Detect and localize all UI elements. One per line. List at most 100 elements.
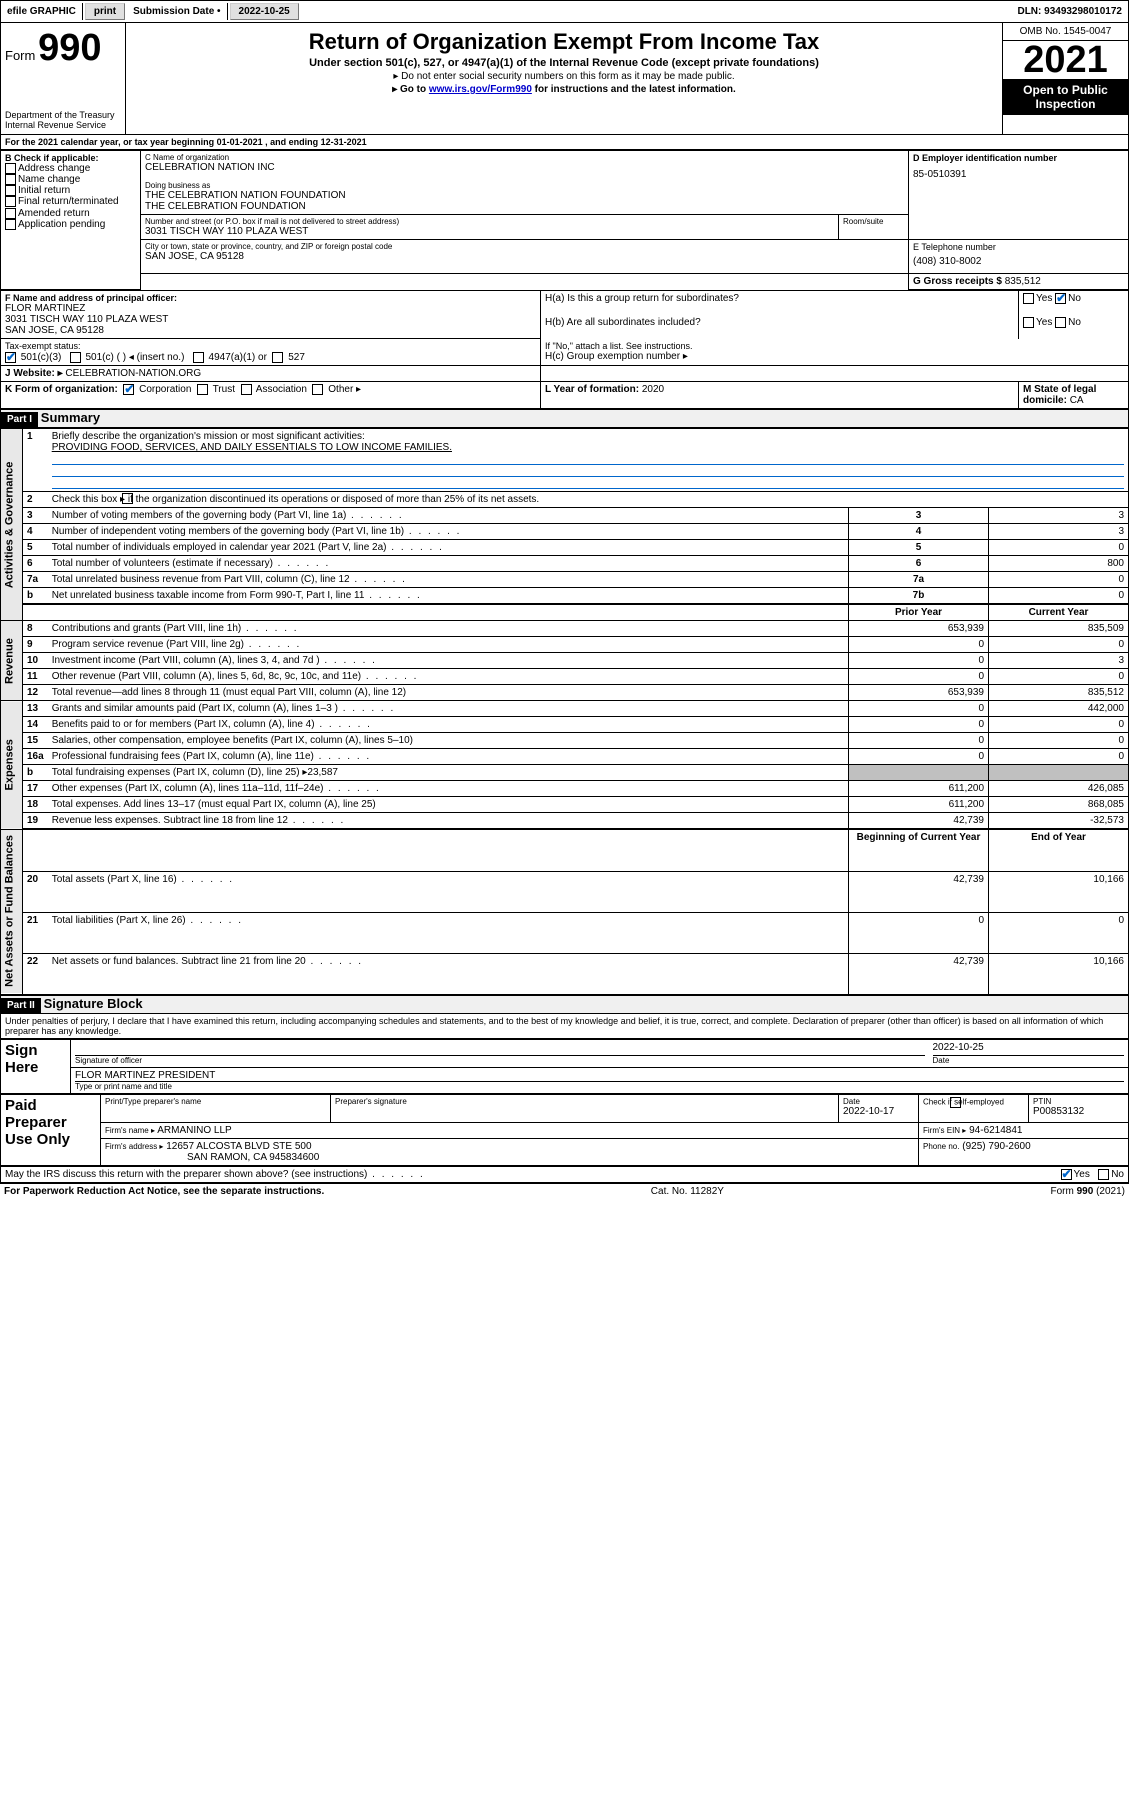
info-table-2: F Name and address of principal officer:… bbox=[0, 290, 1129, 409]
form-sub1: Under section 501(c), 527, or 4947(a)(1)… bbox=[132, 57, 996, 69]
cb-app-pending[interactable] bbox=[5, 219, 16, 230]
officer-city: SAN JOSE, CA 95128 bbox=[5, 325, 536, 336]
cb-name-change[interactable] bbox=[5, 174, 16, 185]
cb-initial[interactable] bbox=[5, 185, 16, 196]
box-c-name-label: C Name of organization bbox=[145, 153, 904, 162]
cb-addr-change[interactable] bbox=[5, 163, 16, 174]
dba2: THE CELEBRATION FOUNDATION bbox=[145, 201, 904, 212]
part2-label: Part II bbox=[1, 998, 41, 1013]
ein: 85-0510391 bbox=[913, 163, 1124, 186]
sig-officer-label: Signature of officer bbox=[75, 1056, 925, 1065]
open-public: Open to Public Inspection bbox=[1003, 79, 1128, 115]
officer-addr: 3031 TISCH WAY 110 PLAZA WEST bbox=[5, 314, 536, 325]
city-label: City or town, state or province, country… bbox=[145, 242, 904, 251]
box-f-label: F Name and address of principal officer: bbox=[5, 293, 536, 303]
cb-ha-no[interactable] bbox=[1055, 293, 1066, 304]
subdate-button[interactable]: 2022-10-25 bbox=[230, 3, 299, 20]
org-name: CELEBRATION NATION INC bbox=[145, 162, 904, 173]
city: SAN JOSE, CA 95128 bbox=[145, 251, 904, 262]
sig-decl: Under penalties of perjury, I declare th… bbox=[0, 1014, 1129, 1039]
cb-assoc[interactable] bbox=[241, 384, 252, 395]
cb-4947[interactable] bbox=[193, 352, 204, 363]
cat-no: Cat. No. 11282Y bbox=[651, 1186, 724, 1197]
part1-label: Part I bbox=[1, 412, 38, 427]
form-number: 990 bbox=[38, 27, 101, 69]
paid-preparer-table: Paid Preparer Use Only Print/Type prepar… bbox=[0, 1094, 1129, 1166]
cb-amended[interactable] bbox=[5, 208, 16, 219]
addr-label: Number and street (or P.O. box if mail i… bbox=[145, 217, 834, 226]
sign-here: Sign Here bbox=[1, 1039, 71, 1093]
cb-trust[interactable] bbox=[197, 384, 208, 395]
cb-501c[interactable] bbox=[70, 352, 81, 363]
hc-label: H(c) Group exemption number ▸ bbox=[545, 351, 1124, 362]
box-e-label: E Telephone number bbox=[913, 242, 1124, 252]
officer-name: FLOR MARTINEZ bbox=[5, 303, 536, 314]
dept-label: Department of the Treasury bbox=[5, 110, 121, 120]
box-g-label: G Gross receipts $ bbox=[913, 276, 1002, 287]
hb-note: If "No," attach a list. See instructions… bbox=[545, 341, 1124, 351]
cb-hb-no[interactable] bbox=[1055, 317, 1066, 328]
side-ag: Activities & Governance bbox=[1, 429, 23, 621]
cb-discuss-yes[interactable] bbox=[1061, 1169, 1072, 1180]
paperwork: For Paperwork Reduction Act Notice, see … bbox=[4, 1186, 324, 1197]
cb-self-emp[interactable] bbox=[950, 1097, 961, 1108]
room-label: Room/suite bbox=[843, 217, 904, 226]
q1: Briefly describe the organization's miss… bbox=[52, 431, 365, 442]
side-exp: Expenses bbox=[1, 701, 23, 830]
box-d-label: D Employer identification number bbox=[913, 153, 1124, 163]
irs-link[interactable]: www.irs.gov/Form990 bbox=[429, 84, 532, 95]
date-label: Date bbox=[933, 1056, 1125, 1065]
year-formation: 2020 bbox=[642, 384, 664, 395]
part1-title: Summary bbox=[41, 410, 100, 425]
dba-label: Doing business as bbox=[145, 181, 904, 190]
ha-label: H(a) Is this a group return for subordin… bbox=[545, 293, 739, 304]
cb-527[interactable] bbox=[272, 352, 283, 363]
hb-label: H(b) Are all subordinates included? bbox=[545, 317, 701, 328]
sig-date: 2022-10-25 bbox=[933, 1042, 1125, 1056]
form-footer: Form 990 (2021) bbox=[1051, 1186, 1125, 1197]
cb-corp[interactable] bbox=[123, 384, 134, 395]
paid-preparer: Paid Preparer Use Only bbox=[1, 1094, 101, 1165]
cb-ha-yes[interactable] bbox=[1023, 293, 1034, 304]
form-title: Return of Organization Exempt From Incom… bbox=[132, 29, 996, 55]
line-a: For the 2021 calendar year, or tax year … bbox=[0, 135, 1129, 150]
print-button[interactable]: print bbox=[85, 3, 125, 20]
sign-here-table: Sign Here Signature of officer 2022-10-2… bbox=[0, 1039, 1129, 1094]
form-header: Form 990 Department of the Treasury Inte… bbox=[0, 23, 1129, 135]
part2-header: Part II Signature Block bbox=[0, 995, 1129, 1014]
discuss-row: May the IRS discuss this return with the… bbox=[0, 1166, 1129, 1183]
form-sub3: ▸ Go to www.irs.gov/Form990 for instruct… bbox=[132, 84, 996, 95]
dln-label: DLN: 93493298010172 bbox=[1011, 3, 1128, 20]
cb-hb-yes[interactable] bbox=[1023, 317, 1034, 328]
part1-header: Part I Summary bbox=[0, 409, 1129, 428]
cb-501c3[interactable] bbox=[5, 352, 16, 363]
form-sub2: ▸ Do not enter social security numbers o… bbox=[132, 71, 996, 82]
box-m-label: M State of legal domicile: bbox=[1023, 384, 1096, 406]
gross-receipts: 835,512 bbox=[1005, 276, 1041, 287]
website: CELEBRATION-NATION.ORG bbox=[65, 368, 201, 379]
irs-label: Internal Revenue Service bbox=[5, 120, 121, 130]
street-addr: 3031 TISCH WAY 110 PLAZA WEST bbox=[145, 226, 834, 237]
info-table: B Check if applicable: Address change Na… bbox=[0, 150, 1129, 290]
cb-discuss-no[interactable] bbox=[1098, 1169, 1109, 1180]
type-label: Type or print name and title bbox=[75, 1082, 1124, 1091]
efile-label: efile GRAPHIC bbox=[1, 3, 83, 20]
box-i-label: Tax-exempt status: bbox=[5, 341, 81, 351]
box-l-label: L Year of formation: bbox=[545, 384, 639, 395]
cb-final[interactable] bbox=[5, 196, 16, 207]
cb-q2[interactable] bbox=[122, 493, 133, 504]
dba1: THE CELEBRATION NATION FOUNDATION bbox=[145, 190, 904, 201]
domicile: CA bbox=[1070, 395, 1084, 406]
form-word: Form bbox=[5, 48, 35, 63]
part2-title: Signature Block bbox=[44, 996, 143, 1011]
top-toolbar: efile GRAPHIC print Submission Date • 20… bbox=[0, 0, 1129, 23]
box-k-label: K Form of organization: bbox=[5, 384, 118, 395]
phone: (408) 310-8002 bbox=[913, 252, 1124, 271]
tax-year: 2021 bbox=[1003, 41, 1128, 79]
officer-name-title: FLOR MARTINEZ PRESIDENT bbox=[75, 1070, 1124, 1082]
box-j-label: J Website: ▸ bbox=[5, 368, 63, 379]
subdate-label: Submission Date • bbox=[127, 3, 227, 20]
cb-other[interactable] bbox=[312, 384, 323, 395]
side-rev: Revenue bbox=[1, 621, 23, 701]
q1-val: PROVIDING FOOD, SERVICES, AND DAILY ESSE… bbox=[52, 442, 452, 453]
